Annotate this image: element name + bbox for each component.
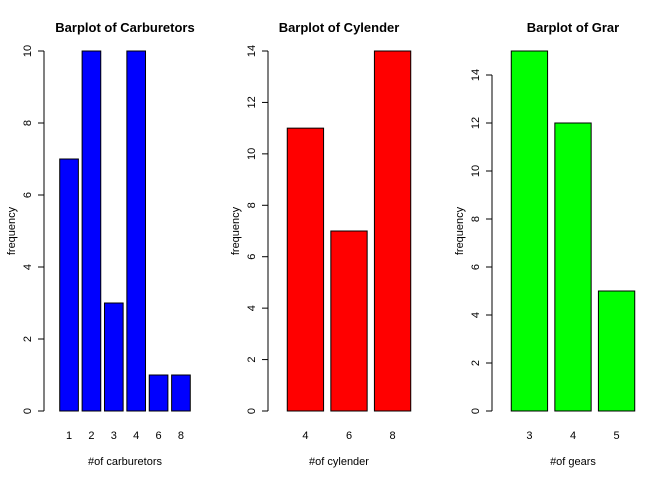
bar-6 xyxy=(330,230,368,412)
chart-title: Barplot of Carburetors xyxy=(55,20,194,35)
y-tick-label: 10 xyxy=(470,165,482,177)
bar-3 xyxy=(103,302,124,412)
y-tick-label: 2 xyxy=(470,360,482,366)
y-tick-label: 12 xyxy=(246,96,258,108)
y-tick-label: 10 xyxy=(22,45,34,57)
bar-4 xyxy=(126,50,147,412)
panel-carburetors: Barplot of Carburetors 0 2 4 6 8 10 frequency 1 2… xyxy=(6,20,195,468)
y-tick-label: 14 xyxy=(246,45,258,57)
y-tick-label: 4 xyxy=(246,305,258,311)
y-tick-label: 2 xyxy=(246,357,258,363)
bar-8 xyxy=(373,50,412,412)
y-axis-label: frequency xyxy=(230,206,242,255)
x-tick-label: 8 xyxy=(178,430,184,442)
x-tick-label: 3 xyxy=(111,430,117,442)
bar-4 xyxy=(286,127,325,412)
y-tick-label: 12 xyxy=(470,117,482,129)
panel-gears: Barplot of Grar 0 2 4 6 8 10 12 14 frequency 3 4 5 #o… xyxy=(454,20,636,468)
y-tick-label: 0 xyxy=(22,408,34,414)
y-tick-label: 8 xyxy=(246,202,258,208)
x-tick-label: 3 xyxy=(526,430,532,442)
y-tick-label: 14 xyxy=(470,69,482,81)
bar-6 xyxy=(148,374,169,412)
x-axis-label: #of gears xyxy=(550,456,596,468)
x-tick-label: 4 xyxy=(570,430,576,442)
bar-8 xyxy=(171,374,191,412)
chart-title: Barplot of Cylender xyxy=(279,20,400,35)
y-tick-label: 10 xyxy=(246,148,258,160)
x-tick-label: 6 xyxy=(346,430,352,442)
x-tick-label: 4 xyxy=(302,430,308,442)
y-tick-label: 4 xyxy=(22,264,34,270)
y-tick-label: 8 xyxy=(22,120,34,126)
y-tick-label: 6 xyxy=(22,192,34,198)
x-tick-label: 2 xyxy=(88,430,94,442)
y-tick-label: 2 xyxy=(22,336,34,342)
x-axis-label: #of cylender xyxy=(309,456,369,468)
y-axis-label: frequency xyxy=(6,206,18,255)
bar-2 xyxy=(81,50,102,412)
x-axis-label: #of carburetors xyxy=(88,456,162,468)
bar-3 xyxy=(510,50,549,412)
y-tick-label: 0 xyxy=(470,408,482,414)
x-tick-label: 5 xyxy=(614,430,620,442)
panel-cylender: Barplot of Cylender 0 2 4 6 8 10 12 14 frequency 4… xyxy=(230,20,412,468)
x-tick-label: 6 xyxy=(156,430,162,442)
bar-4 xyxy=(554,122,592,412)
y-tick-label: 6 xyxy=(470,264,482,270)
y-tick-label: 0 xyxy=(246,408,258,414)
bar-5 xyxy=(597,290,636,412)
y-tick-label: 8 xyxy=(470,216,482,222)
y-tick-label: 6 xyxy=(246,254,258,260)
x-tick-label: 4 xyxy=(133,430,139,442)
x-tick-label: 1 xyxy=(66,430,72,442)
y-axis-label: frequency xyxy=(454,206,466,255)
x-tick-label: 8 xyxy=(390,430,396,442)
bar-1 xyxy=(59,158,79,412)
chart-title: Barplot of Grar xyxy=(527,20,619,35)
y-tick-label: 4 xyxy=(470,312,482,318)
